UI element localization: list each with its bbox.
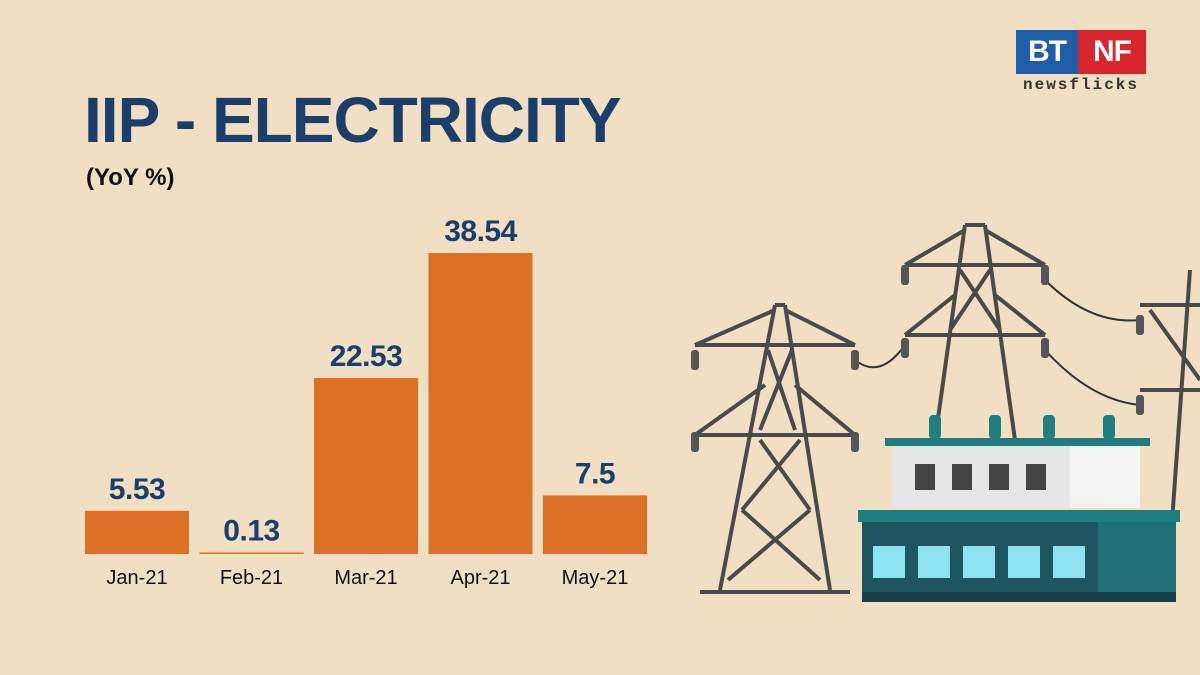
- tick-label-may-21: May-21: [562, 567, 629, 589]
- bar-apr-21: [428, 253, 533, 554]
- brand-logo: BT NF newsflicks: [1016, 30, 1146, 96]
- bar-mar-21: [314, 378, 418, 554]
- logo-tagline: newsflicks: [1022, 76, 1139, 94]
- bar-may-21: [543, 495, 647, 554]
- tick-label-mar-21: Mar-21: [334, 567, 397, 589]
- value-label-mar-21: 22.53: [330, 340, 403, 373]
- bar-feb-21: [199, 552, 304, 554]
- chart-title: IIP - ELECTRICITY: [84, 84, 622, 156]
- logo-nf: NF: [1078, 30, 1146, 74]
- chart-subtitle: (YoY %): [86, 164, 175, 191]
- value-label-jan-21: 5.53: [109, 473, 165, 506]
- bar-jan-21: [85, 510, 189, 554]
- value-label-may-21: 7.5: [575, 457, 615, 490]
- value-label-feb-21: 0.13: [223, 515, 279, 548]
- power-pylons-substation-icon: [691, 223, 1200, 602]
- bar-chart: 5.53 Jan-21 0.13 Feb-21 22.53 Mar-21 38.54 Apr-…: [85, 215, 647, 589]
- value-label-apr-21: 38.54: [444, 215, 517, 248]
- tick-label-feb-21: Feb-21: [220, 567, 283, 589]
- logo-bt: BT: [1016, 30, 1078, 74]
- tick-label-jan-21: Jan-21: [106, 567, 167, 589]
- tick-label-apr-21: Apr-21: [450, 567, 510, 589]
